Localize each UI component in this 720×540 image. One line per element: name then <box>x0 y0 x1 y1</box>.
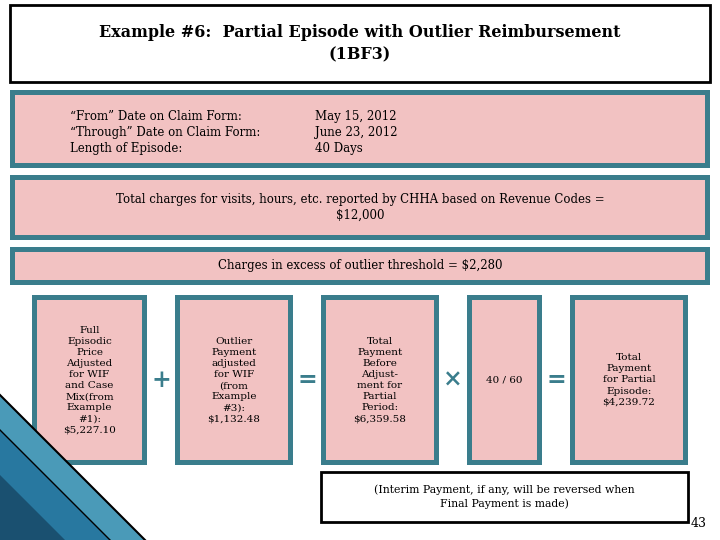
Text: Outlier
Payment
adjusted
for WIF
(from
Example
#3):
$1,132.48: Outlier Payment adjusted for WIF (from E… <box>207 336 261 423</box>
FancyBboxPatch shape <box>10 90 710 168</box>
FancyBboxPatch shape <box>472 300 537 460</box>
FancyBboxPatch shape <box>321 295 439 465</box>
Text: 43: 43 <box>691 517 707 530</box>
Text: (Interim Payment, if any, will be reversed when
Final Payment is made): (Interim Payment, if any, will be revers… <box>374 485 635 509</box>
Text: 40 Days: 40 Days <box>315 142 363 155</box>
Text: Charges in excess of outlier threshold = $2,280: Charges in excess of outlier threshold =… <box>217 260 503 273</box>
Text: Total
Payment
for Partial
Episode:
$4,239.72: Total Payment for Partial Episode: $4,23… <box>603 353 655 407</box>
Text: =: = <box>297 368 317 392</box>
Text: 40 / 60: 40 / 60 <box>486 375 523 384</box>
FancyBboxPatch shape <box>175 295 293 465</box>
FancyBboxPatch shape <box>10 175 710 240</box>
Polygon shape <box>0 430 110 540</box>
FancyBboxPatch shape <box>570 295 688 465</box>
Text: June 23, 2012: June 23, 2012 <box>315 126 397 139</box>
FancyBboxPatch shape <box>37 300 142 460</box>
FancyBboxPatch shape <box>467 295 542 465</box>
FancyBboxPatch shape <box>575 300 683 460</box>
Text: (1BF3): (1BF3) <box>329 46 391 63</box>
Text: “From” Date on Claim Form:: “From” Date on Claim Form: <box>70 110 242 123</box>
FancyBboxPatch shape <box>32 295 147 465</box>
Text: Total
Payment
Before
Adjust-
ment for
Partial
Period:
$6,359.58: Total Payment Before Adjust- ment for Pa… <box>354 336 406 423</box>
FancyBboxPatch shape <box>10 5 710 82</box>
Text: Length of Episode:: Length of Episode: <box>70 142 182 155</box>
Text: Full
Episodic
Price
Adjusted
for WIF
and Case
Mix(from
Example
#1):
$5,227.10: Full Episodic Price Adjusted for WIF and… <box>63 326 116 435</box>
Text: +: + <box>151 368 171 392</box>
FancyBboxPatch shape <box>180 300 288 460</box>
FancyBboxPatch shape <box>15 252 705 280</box>
FancyBboxPatch shape <box>15 180 705 235</box>
Polygon shape <box>0 475 65 540</box>
Text: =: = <box>546 368 566 392</box>
FancyBboxPatch shape <box>15 95 705 163</box>
Polygon shape <box>0 395 145 540</box>
FancyBboxPatch shape <box>10 247 710 285</box>
Text: ×: × <box>443 368 463 392</box>
FancyBboxPatch shape <box>326 300 434 460</box>
Text: Example #6:  Partial Episode with Outlier Reimbursement: Example #6: Partial Episode with Outlier… <box>99 24 621 41</box>
Text: May 15, 2012: May 15, 2012 <box>315 110 397 123</box>
Text: Total charges for visits, hours, etc. reported by CHHA based on Revenue Codes =
: Total charges for visits, hours, etc. re… <box>116 193 604 222</box>
Text: “Through” Date on Claim Form:: “Through” Date on Claim Form: <box>70 126 261 139</box>
FancyBboxPatch shape <box>321 472 688 522</box>
